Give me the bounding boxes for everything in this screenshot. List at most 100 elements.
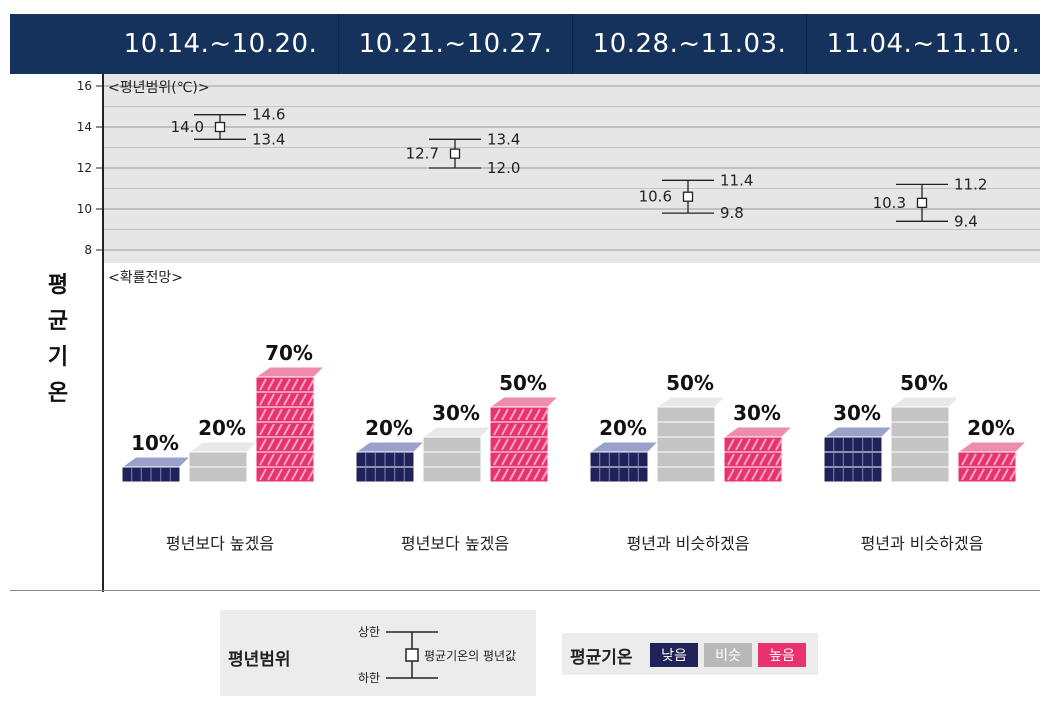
chart-area: 16 14 12 10 8 <평년범위(℃)> 14.6 13.4 14.0 13.4 12.0… bbox=[77, 74, 1040, 553]
prob-block-stripe bbox=[759, 438, 767, 451]
prob-block bbox=[422, 436, 482, 453]
prob-bar-top bbox=[588, 441, 660, 453]
range-lower-label: 9.4 bbox=[954, 212, 978, 230]
range-panel-title: <평년범위(℃)> bbox=[108, 80, 210, 96]
prob-block-stripe bbox=[735, 438, 743, 451]
prob-block-stripe bbox=[501, 408, 509, 421]
prob-block-stripe bbox=[291, 393, 299, 406]
prob-value-label: 30% bbox=[733, 401, 781, 425]
prob-block-stripe bbox=[259, 438, 267, 451]
prob-block-stripe bbox=[501, 468, 509, 481]
prob-block-stripe bbox=[267, 408, 275, 421]
prob-block-stripe bbox=[275, 453, 283, 466]
prob-block-stripe bbox=[541, 423, 549, 436]
prob-block-stripe bbox=[299, 468, 307, 481]
range-marks: 14.6 13.4 14.0 13.4 12.0 12.7 11.4 9.8 10.6 11.2 9… bbox=[171, 106, 988, 231]
header-divider bbox=[806, 14, 807, 74]
row-title-char: 기 bbox=[47, 345, 69, 370]
prob-block-stripe bbox=[291, 408, 299, 421]
prob-block bbox=[188, 451, 248, 468]
prob-value-label: 50% bbox=[666, 371, 714, 395]
prob-bar-top bbox=[655, 396, 727, 408]
prob-bar-top bbox=[187, 441, 259, 453]
prob-block-stripe bbox=[961, 468, 969, 481]
legend-low-badge: 낮음 bbox=[650, 643, 698, 667]
prob-block-stripe bbox=[977, 468, 985, 481]
prob-block-stripe bbox=[307, 378, 315, 391]
prob-block-stripe bbox=[267, 453, 275, 466]
range-lower-label: 9.8 bbox=[720, 204, 744, 222]
prob-value-label: 50% bbox=[900, 371, 948, 395]
prob-block-stripe bbox=[533, 438, 541, 451]
range-mean-marker bbox=[214, 121, 226, 133]
prob-block-stripe bbox=[751, 453, 759, 466]
prob-bar-top bbox=[421, 426, 493, 438]
prob-block-stripe bbox=[1001, 468, 1009, 481]
legend-range-title: 평년범위 bbox=[228, 650, 291, 670]
prob-block-stripe bbox=[307, 393, 315, 406]
prob-block-stripe bbox=[493, 408, 501, 421]
range-mean-label: 12.7 bbox=[406, 145, 439, 163]
prob-block-stripe bbox=[291, 378, 299, 391]
prob-bar-top bbox=[956, 441, 1028, 453]
prob-block-stripe bbox=[541, 468, 549, 481]
prob-block-stripe bbox=[525, 438, 533, 451]
row-title: 평 균 기 온 bbox=[38, 268, 78, 412]
prob-block-stripe bbox=[275, 408, 283, 421]
prob-block-stripe bbox=[501, 423, 509, 436]
period-header-2: 10.21.~10.27. bbox=[358, 29, 553, 59]
prob-bar-top bbox=[722, 426, 794, 438]
prob-block-stripe bbox=[1009, 468, 1017, 481]
prob-block-stripe bbox=[743, 438, 751, 451]
prob-value-label: 20% bbox=[967, 416, 1015, 440]
prob-block-stripe bbox=[969, 453, 977, 466]
range-upper-label: 13.4 bbox=[487, 130, 520, 148]
prob-block-stripe bbox=[969, 468, 977, 481]
period-header-1: 10.14.~10.20. bbox=[123, 29, 318, 59]
prob-block-stripe bbox=[275, 438, 283, 451]
outlook-label: 평년보다 높겠음 bbox=[401, 534, 509, 553]
prob-block-stripe bbox=[751, 468, 759, 481]
prob-block-stripe bbox=[493, 453, 501, 466]
prob-block-stripe bbox=[533, 423, 541, 436]
prob-bar-top bbox=[889, 396, 961, 408]
prob-block-stripe bbox=[267, 378, 275, 391]
legend-prob-title: 평균기온 bbox=[570, 648, 633, 668]
range-mean-marker bbox=[682, 191, 694, 202]
prob-block-stripe bbox=[993, 453, 1001, 466]
prob-block-stripe bbox=[759, 453, 767, 466]
prob-block-stripe bbox=[283, 438, 291, 451]
range-mean-marker bbox=[916, 197, 928, 209]
prob-block-stripe bbox=[751, 438, 759, 451]
prob-block-stripe bbox=[743, 468, 751, 481]
prob-block bbox=[656, 421, 716, 438]
y-tick-label: 14 bbox=[77, 120, 92, 134]
prob-block-stripe bbox=[533, 468, 541, 481]
range-upper-label: 11.2 bbox=[954, 175, 987, 193]
range-lower-label: 12.0 bbox=[487, 159, 520, 177]
prob-block-stripe bbox=[1001, 453, 1009, 466]
prob-block-stripe bbox=[299, 408, 307, 421]
prob-block-stripe bbox=[767, 438, 775, 451]
prob-block-stripe bbox=[307, 438, 315, 451]
prob-block-stripe bbox=[283, 453, 291, 466]
prob-value-label: 20% bbox=[599, 416, 647, 440]
prob-block-stripe bbox=[509, 438, 517, 451]
prob-block-stripe bbox=[259, 423, 267, 436]
prob-block-stripe bbox=[493, 438, 501, 451]
legend-mean-label: 평균기온의 평년값 bbox=[424, 649, 516, 663]
header-divider bbox=[572, 14, 573, 74]
prob-block-stripe bbox=[993, 468, 1001, 481]
prob-block bbox=[890, 406, 950, 423]
prob-bar-top bbox=[488, 396, 560, 408]
prob-block-stripe bbox=[517, 438, 525, 451]
prob-block-stripe bbox=[291, 438, 299, 451]
y-tick-label: 16 bbox=[77, 79, 92, 93]
range-lower-label: 13.4 bbox=[252, 130, 285, 148]
prob-bar-top bbox=[120, 456, 192, 468]
prob-block-stripe bbox=[259, 453, 267, 466]
row-title-char: 균 bbox=[47, 309, 69, 334]
prob-block-stripe bbox=[509, 453, 517, 466]
prob-block-stripe bbox=[767, 468, 775, 481]
legend-high-badge: 높음 bbox=[758, 643, 806, 667]
